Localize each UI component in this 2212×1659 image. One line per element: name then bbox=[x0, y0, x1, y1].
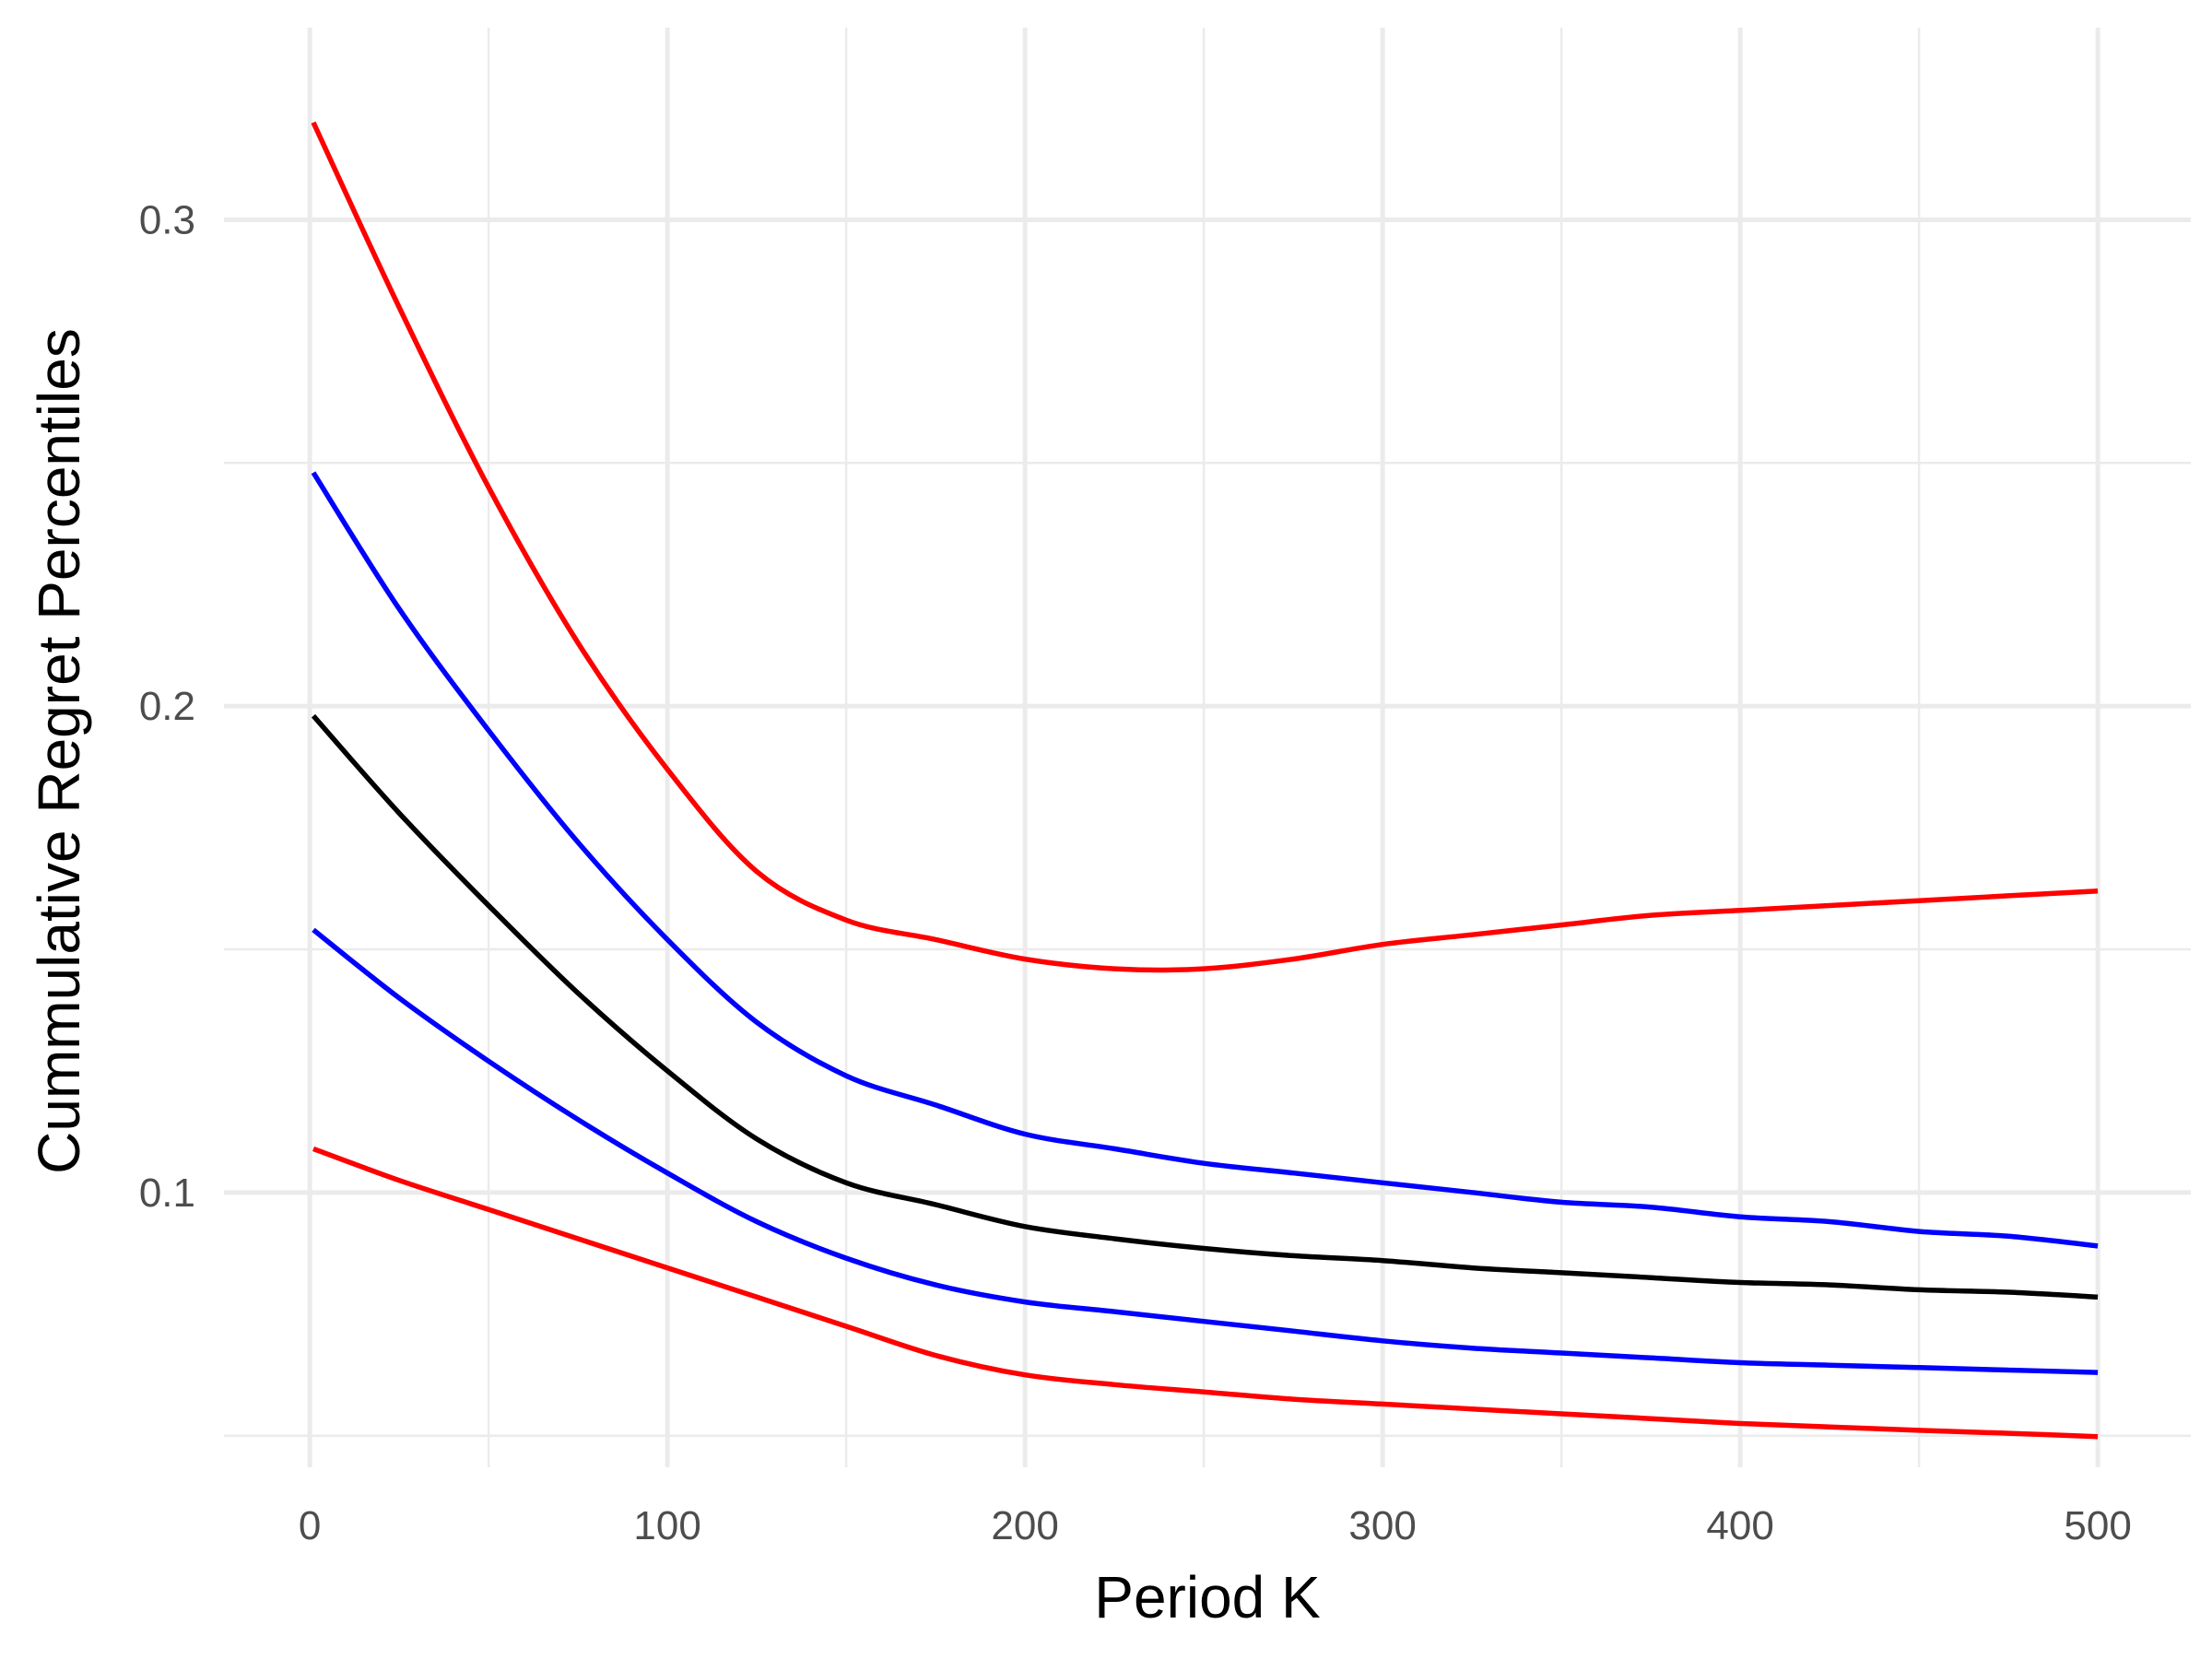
x-tick-label: 300 bbox=[1348, 1503, 1416, 1548]
major-gridlines bbox=[224, 28, 2191, 1467]
x-axis-title: Period K bbox=[1094, 1564, 1320, 1630]
minor-gridlines bbox=[224, 28, 2191, 1467]
y-tick-label: 0.3 bbox=[139, 197, 195, 242]
series-line-5 bbox=[312, 1146, 2099, 1440]
series-line-3 bbox=[311, 713, 2099, 1300]
x-tick-label: 200 bbox=[991, 1503, 1058, 1548]
x-tick-label: 100 bbox=[633, 1503, 700, 1548]
series-line-4 bbox=[312, 927, 2099, 1375]
y-axis-tick-labels: 0.1 0.2 0.3 bbox=[139, 197, 195, 1215]
y-axis-title: Cummulative Regret Percentiles bbox=[26, 328, 92, 1174]
x-axis-tick-labels: 0 100 200 300 400 500 bbox=[299, 1503, 2132, 1548]
x-tick-label: 0 bbox=[299, 1503, 321, 1548]
x-tick-label: 400 bbox=[1706, 1503, 1773, 1548]
series-lines bbox=[311, 121, 2099, 1440]
x-tick-label: 500 bbox=[2064, 1503, 2131, 1548]
series-line-2 bbox=[311, 471, 2099, 1249]
series-line-1 bbox=[311, 121, 2099, 973]
y-tick-label: 0.2 bbox=[139, 684, 195, 729]
y-tick-label: 0.1 bbox=[139, 1171, 195, 1216]
